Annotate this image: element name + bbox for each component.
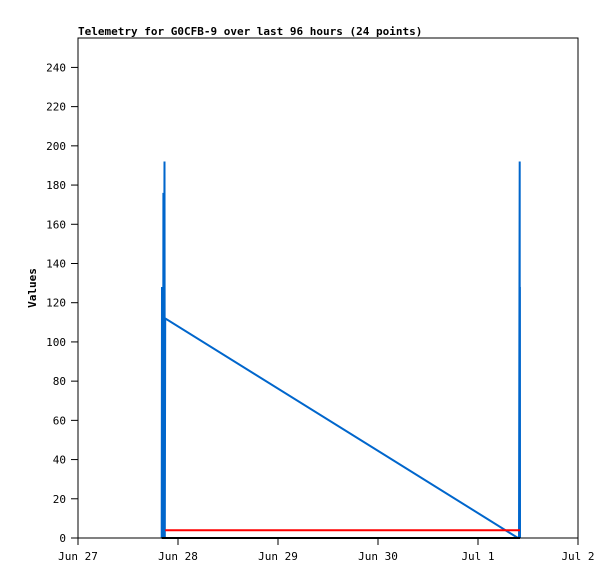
y-axis-label: Values bbox=[26, 268, 39, 308]
y-tick-label: 140 bbox=[46, 257, 66, 270]
x-tick-label: Jun 29 bbox=[258, 550, 298, 563]
x-tick-label: Jun 27 bbox=[58, 550, 98, 563]
series-line-0 bbox=[160, 161, 521, 539]
y-tick-label: 60 bbox=[53, 414, 66, 427]
y-tick-label: 20 bbox=[53, 493, 66, 506]
y-tick-label: 180 bbox=[46, 179, 66, 192]
y-tick-label: 160 bbox=[46, 218, 66, 231]
x-tick-label: Jun 28 bbox=[158, 550, 198, 563]
x-tick-label: Jul 1 bbox=[461, 550, 494, 563]
y-tick-label: 80 bbox=[53, 375, 66, 388]
y-tick-label: 220 bbox=[46, 101, 66, 114]
y-tick-label: 200 bbox=[46, 140, 66, 153]
y-tick-label: 40 bbox=[53, 454, 66, 467]
x-tick-label: Jul 2 bbox=[561, 550, 594, 563]
y-tick-label: 100 bbox=[46, 336, 66, 349]
plot-frame bbox=[77, 37, 579, 539]
y-tick-label: 0 bbox=[59, 532, 66, 545]
y-tick-label: 120 bbox=[46, 297, 66, 310]
x-tick-label: Jun 30 bbox=[358, 550, 398, 563]
y-tick-label: 240 bbox=[46, 61, 66, 74]
chart-title: Telemetry for G0CFB-9 over last 96 hours… bbox=[78, 25, 422, 38]
